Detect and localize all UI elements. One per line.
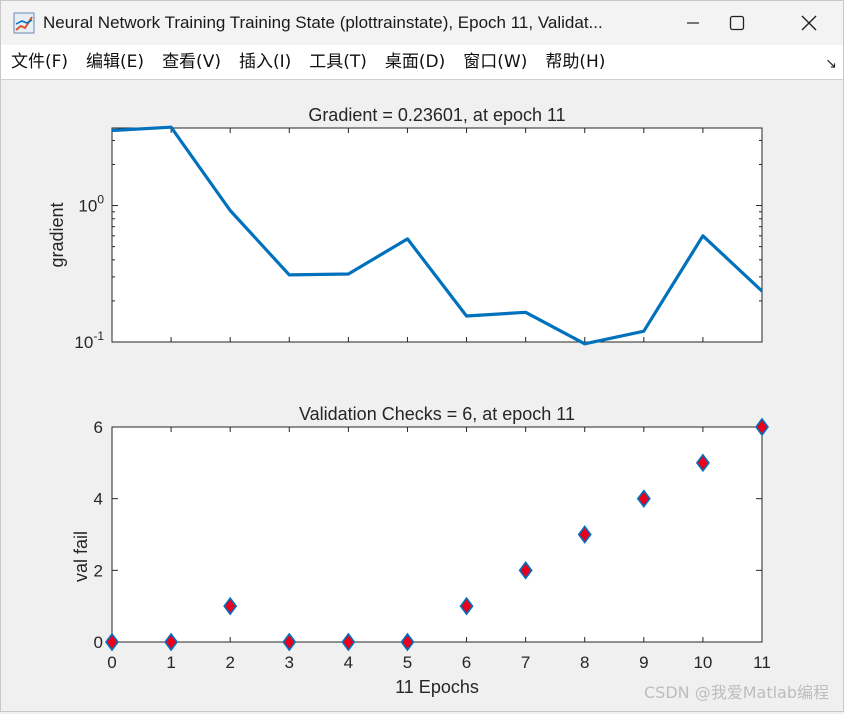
plot1-ytick-label: 10-1	[74, 329, 104, 352]
plot2-xtick-label: 11	[753, 653, 771, 672]
plot2-xtick-label: 9	[639, 653, 648, 672]
plot2-title: Validation Checks = 6, at epoch 11	[299, 404, 575, 424]
val-fail-marker	[341, 632, 356, 652]
plot1-ytick-label: 100	[78, 193, 104, 216]
val-fail-marker	[223, 596, 238, 616]
plot2-xtick-label: 0	[107, 653, 116, 672]
maximize-button[interactable]	[707, 1, 767, 45]
plot2-xtick-label: 7	[521, 653, 530, 672]
plot2-xtick-label: 5	[403, 653, 412, 672]
menu-tools[interactable]: 工具(T)	[309, 52, 367, 72]
dock-figure-icon[interactable]: ↘	[825, 55, 837, 71]
plot2-axes-box	[111, 426, 763, 643]
title-bar[interactable]: Neural Network Training Training State (…	[1, 1, 843, 45]
plot2-xtick-label: 6	[462, 653, 471, 672]
plot2-ytick-label: 2	[94, 561, 103, 580]
val-fail-marker	[400, 632, 415, 652]
plot2-xtick-label: 10	[693, 653, 712, 672]
window-title: Neural Network Training Training State (…	[43, 13, 603, 32]
val-fail-marker	[164, 632, 179, 652]
gradient-series-line	[111, 125, 764, 346]
val-fail-marker	[282, 632, 297, 652]
plot2-xtick-label: 1	[166, 653, 175, 672]
menu-window[interactable]: 窗口(W)	[463, 52, 528, 72]
plot2-xtick-label: 2	[225, 653, 234, 672]
menu-bar: 文件(F) 编辑(E) 查看(V) 插入(I) 工具(T) 桌面(D) 窗口(W…	[1, 45, 843, 80]
plot2-xtick-label: 4	[344, 653, 353, 672]
val-fail-marker	[695, 453, 710, 473]
val-fail-marker	[636, 489, 651, 509]
plot2-xtick-label: 3	[285, 653, 294, 672]
menu-help[interactable]: 帮助(H)	[545, 52, 606, 72]
close-icon	[801, 15, 817, 31]
menu-edit[interactable]: 编辑(E)	[86, 52, 145, 72]
val-fail-marker	[755, 417, 769, 437]
matlab-app-icon	[13, 12, 35, 34]
menu-file[interactable]: 文件(F)	[11, 52, 69, 72]
plot2-xtick-label: 8	[580, 653, 589, 672]
val-fail-marker	[518, 560, 533, 580]
menu-desktop[interactable]: 桌面(D)	[384, 52, 446, 72]
plot2-ytick-label: 4	[94, 490, 103, 509]
maximize-icon	[729, 15, 745, 31]
plot2-ytick-label: 6	[94, 418, 103, 437]
figure-canvas: 10-1 100 Gradient = 0.23601, at epoch 11 gr…	[9, 81, 837, 709]
plot2-ylabel: val fail	[71, 531, 91, 582]
plot1-ylabel: gradient	[47, 202, 67, 267]
menu-view[interactable]: 查看(V)	[162, 52, 221, 72]
plot1-axes-box	[111, 127, 763, 343]
val-fail-marker	[577, 525, 592, 544]
plot2-xlabel: 11 Epochs	[395, 677, 479, 697]
plot1-title: Gradient = 0.23601, at epoch 11	[308, 105, 565, 125]
val-fail-marker	[459, 596, 474, 616]
val-fail-marker	[105, 632, 119, 652]
watermark: CSDN @我爱Matlab编程	[644, 683, 829, 702]
close-button[interactable]	[779, 1, 839, 45]
minimize-icon	[687, 22, 699, 24]
minimize-button[interactable]	[663, 1, 723, 45]
menu-insert[interactable]: 插入(I)	[238, 52, 292, 72]
plot2-ytick-label: 0	[94, 633, 103, 652]
